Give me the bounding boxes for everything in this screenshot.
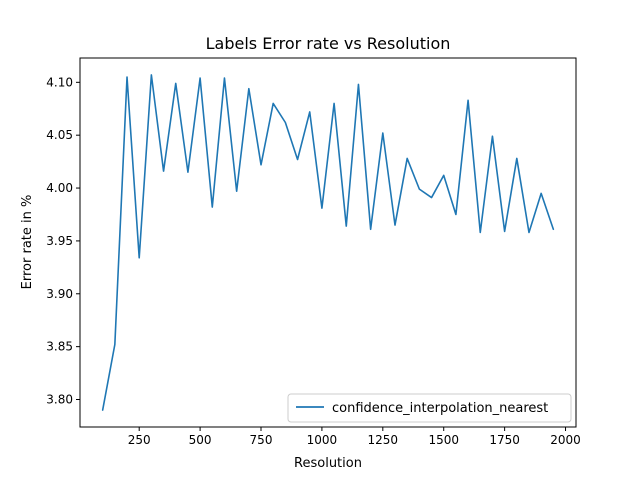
y-tick-label: 4.00 [46, 181, 73, 195]
data-point [113, 343, 116, 346]
data-point [381, 132, 384, 135]
x-axis-label: Resolution [294, 456, 362, 471]
data-point [235, 190, 238, 193]
data-point [126, 76, 129, 79]
data-point [284, 121, 287, 124]
x-axis-ticks: 250 500 750 1000 1250 1500 1750 2000 [128, 427, 581, 447]
y-tick-label: 3.95 [46, 234, 73, 248]
data-point [101, 409, 104, 412]
data-point [467, 99, 470, 102]
x-tick-label: 750 [250, 433, 273, 447]
y-tick-label: 4.10 [46, 75, 73, 89]
data-point [454, 213, 457, 216]
data-point [308, 110, 311, 113]
data-point [393, 224, 396, 227]
data-point [479, 231, 482, 234]
data-point [150, 73, 153, 76]
data-point [540, 192, 543, 195]
data-point [162, 170, 165, 173]
x-tick-label: 2000 [550, 433, 581, 447]
data-point [296, 158, 299, 161]
y-axis-ticks: 3.80 3.85 3.90 3.95 4.00 4.05 4.10 [46, 75, 80, 407]
chart-title: Labels Error rate vs Resolution [206, 34, 451, 53]
data-point [186, 171, 189, 174]
x-tick-label: 1000 [307, 433, 338, 447]
legend-label: confidence_interpolation_nearest [332, 401, 548, 416]
data-point [418, 188, 421, 191]
data-point [442, 174, 445, 177]
legend-box [287, 393, 572, 423]
plot-frame [79, 57, 577, 428]
series-line [101, 74, 555, 411]
data-point [211, 206, 214, 209]
data-point [430, 196, 433, 199]
data-point [138, 256, 141, 259]
y-tick-label: 3.85 [46, 340, 73, 354]
data-point [345, 225, 348, 228]
data-point [199, 77, 202, 80]
x-tick-label: 500 [189, 433, 212, 447]
y-tick-label: 3.90 [46, 287, 73, 301]
data-point [552, 228, 555, 231]
x-tick-label: 250 [128, 433, 151, 447]
data-point [333, 102, 336, 105]
data-point [515, 157, 518, 160]
data-point [260, 163, 263, 166]
y-tick-label: 4.05 [46, 128, 73, 142]
data-point [320, 207, 323, 210]
data-point [491, 135, 494, 138]
x-tick-label: 1750 [489, 433, 520, 447]
x-tick-label: 1250 [368, 433, 399, 447]
data-point [272, 102, 275, 105]
data-point [174, 82, 177, 85]
data-point [527, 231, 530, 234]
y-axis-label: Error rate in % [20, 195, 35, 290]
x-tick-label: 1500 [428, 433, 459, 447]
legend: confidence_interpolation_nearest [287, 393, 572, 423]
series-layer [101, 73, 555, 412]
data-point [223, 77, 226, 80]
data-point [369, 228, 372, 231]
data-point [406, 157, 409, 160]
data-point [247, 87, 250, 90]
data-point [357, 83, 360, 86]
y-tick-label: 3.80 [46, 393, 73, 407]
data-point [503, 230, 506, 233]
